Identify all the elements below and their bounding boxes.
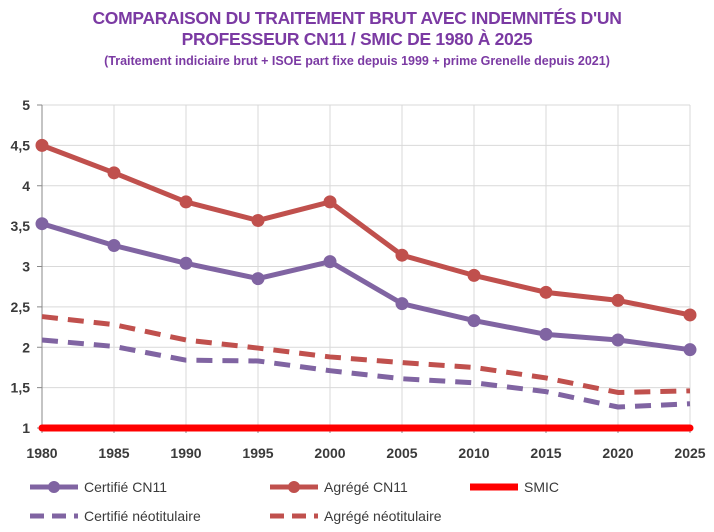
data-point-certifie-cn11 xyxy=(35,217,49,231)
y-tick-label: 1 xyxy=(22,420,30,436)
x-tick-label: 2015 xyxy=(530,445,561,461)
data-point-agrege-cn11 xyxy=(323,195,337,209)
data-point-agrege-cn11 xyxy=(107,166,121,180)
data-point-agrege-cn11 xyxy=(35,138,49,152)
y-tick-label: 4,5 xyxy=(11,137,31,153)
series-line-certifie-cn11 xyxy=(39,221,693,353)
data-point-certifie-cn11 xyxy=(395,297,409,311)
y-tick-label: 5 xyxy=(22,97,30,113)
legend-label-agrege-neotitulaire: Agrégé néotitulaire xyxy=(324,508,442,524)
legend-marker-agrege-cn11 xyxy=(288,481,300,493)
data-point-agrege-cn11 xyxy=(179,195,193,209)
y-tick-label: 2,5 xyxy=(11,299,31,315)
data-point-certifie-cn11 xyxy=(107,239,121,253)
data-point-certifie-cn11 xyxy=(683,343,697,357)
x-tick-label: 2000 xyxy=(314,445,345,461)
chart-title-line-1: COMPARAISON DU TRAITEMENT BRUT AVEC INDE… xyxy=(92,8,622,28)
x-tick-label: 1995 xyxy=(242,445,273,461)
x-tick-label: 2005 xyxy=(386,445,417,461)
y-tick-label: 3 xyxy=(22,259,30,275)
legend-label-agrege-cn11: Agrégé CN11 xyxy=(324,479,408,495)
chart-title-line-2: PROFESSEUR CN11 / SMIC DE 1980 À 2025 xyxy=(181,29,533,49)
data-point-certifie-cn11 xyxy=(467,314,481,328)
data-point-agrege-cn11 xyxy=(539,285,553,299)
data-point-certifie-cn11 xyxy=(179,256,193,270)
data-point-agrege-cn11 xyxy=(683,308,697,322)
gridlines xyxy=(41,104,691,429)
axes: 1 1,5 2 2,5 3 3,5 4 4,5 5 1980 1985 1990 1995 2000 200… xyxy=(11,97,706,461)
legend-marker-certifie-cn11 xyxy=(48,481,60,493)
data-point-agrege-cn11 xyxy=(611,293,625,307)
x-tick-label: 2020 xyxy=(602,445,633,461)
data-point-certifie-cn11 xyxy=(251,272,265,286)
x-tick-label: 2010 xyxy=(458,445,489,461)
y-tick-label: 2 xyxy=(22,339,30,355)
legend-label-smic: SMIC xyxy=(524,479,559,495)
series-line-certifie-neotitulaire xyxy=(41,337,691,410)
legend-label-certifie-neotitulaire: Certifié néotitulaire xyxy=(84,508,201,524)
x-tick-label: 1980 xyxy=(26,445,57,461)
y-tick-label: 3,5 xyxy=(11,218,31,234)
series-markers xyxy=(35,138,697,357)
chart-title-block: COMPARAISON DU TRAITEMENT BRUT AVEC INDE… xyxy=(0,8,714,71)
legend-label-certifie-cn11: Certifié CN11 xyxy=(84,479,167,495)
x-tick-label: 2025 xyxy=(674,445,705,461)
series-line-agrege-cn11 xyxy=(39,142,693,318)
data-point-certifie-cn11 xyxy=(323,255,337,269)
data-point-agrege-cn11 xyxy=(467,268,481,282)
data-point-certifie-cn11 xyxy=(539,327,553,341)
legend: Certifié CN11 Agrégé CN11 SMIC Certifié néo… xyxy=(30,479,559,524)
chart-subtitle: (Traitement indiciaire brut + ISOE part … xyxy=(104,54,610,68)
x-tick-label: 1990 xyxy=(170,445,201,461)
data-point-agrege-cn11 xyxy=(251,213,265,227)
y-tick-label: 4 xyxy=(22,178,30,194)
data-point-certifie-cn11 xyxy=(611,333,625,347)
series-line-agrege-neotitulaire xyxy=(41,314,691,395)
x-tick-label: 1985 xyxy=(98,445,129,461)
data-point-agrege-cn11 xyxy=(395,248,409,262)
y-tick-label: 1,5 xyxy=(11,380,31,396)
series-lines xyxy=(38,142,694,432)
